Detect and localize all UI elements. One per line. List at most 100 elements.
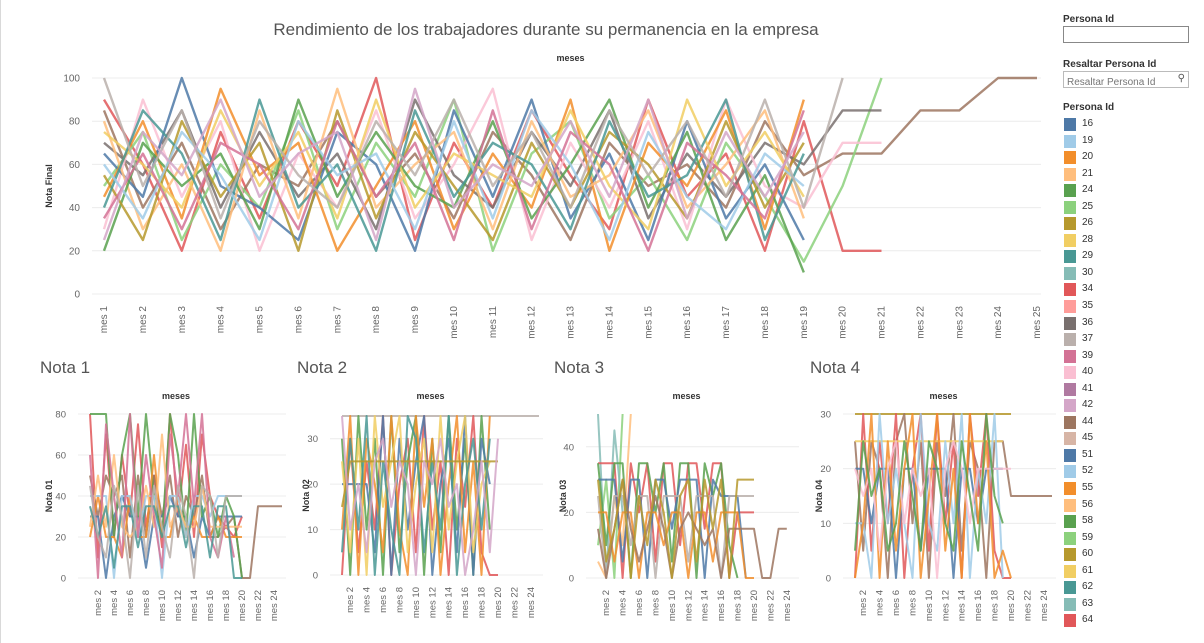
series-line: [341, 415, 491, 576]
legend-item[interactable]: 35: [1063, 299, 1204, 316]
x-tick-label: mes 22: [509, 587, 520, 618]
x-tick-label: mes 14: [700, 590, 711, 621]
y-tick-label: 40: [563, 442, 574, 453]
legend-swatch: [1064, 366, 1076, 380]
legend-swatch: [1064, 432, 1076, 446]
chart-nota-4: 0 10 20 30 meses Nota 04 mes 2 mes 4 mes 6 mes 8 m…: [814, 391, 1056, 621]
legend-item[interactable]: 40: [1063, 365, 1204, 382]
legend-swatch: [1064, 266, 1076, 280]
legend-label: 40: [1082, 366, 1094, 378]
legend-swatch: [1064, 184, 1076, 198]
legend-label: 25: [1082, 200, 1094, 212]
search-icon[interactable]: ⚲: [1177, 73, 1185, 84]
x-tick-label: mes 11: [488, 306, 499, 338]
legend-item[interactable]: 59: [1063, 531, 1204, 548]
x-tick-label: mes 6: [125, 590, 136, 616]
legend-label: 29: [1082, 250, 1094, 262]
legend-item[interactable]: 60: [1063, 547, 1204, 564]
chart-nota-1: 0 20 40 60 80 meses Nota 01 mes 2 mes 4 mes 6 mes …: [44, 391, 286, 621]
legend-item[interactable]: 16: [1063, 117, 1204, 134]
legend-label: 51: [1082, 448, 1094, 460]
legend-swatch: [1064, 250, 1076, 264]
legend-swatch: [1064, 581, 1076, 595]
series-line: [102, 87, 805, 252]
legend-item[interactable]: 29: [1063, 249, 1204, 266]
column-header: meses: [929, 391, 957, 401]
legend-item[interactable]: 25: [1063, 200, 1204, 217]
legend-label: 55: [1082, 482, 1094, 494]
legend-swatch: [1064, 597, 1076, 611]
y-tick-label: 0: [61, 574, 66, 585]
x-tick-label: mes 19: [799, 306, 810, 339]
legend-item[interactable]: 55: [1063, 481, 1204, 498]
section-title-nota-3: Nota 3: [554, 358, 605, 377]
x-tick-label: mes 2: [138, 306, 149, 334]
legend-item[interactable]: 34: [1063, 282, 1204, 299]
legend-item[interactable]: 21: [1063, 167, 1204, 184]
x-tick-label: mes 9: [410, 306, 421, 334]
legend-label: 62: [1082, 581, 1094, 593]
legend-item[interactable]: 56: [1063, 498, 1204, 515]
legend-label: 58: [1082, 515, 1094, 527]
legend-item[interactable]: 30: [1063, 266, 1204, 283]
x-tick-label: mes 16: [973, 590, 984, 621]
series-line: [341, 460, 498, 508]
legend-item[interactable]: 58: [1063, 514, 1204, 531]
persona-id-input[interactable]: [1063, 26, 1189, 43]
x-tick-label: mes 8: [141, 590, 152, 616]
legend-item[interactable]: 26: [1063, 216, 1204, 233]
legend-item[interactable]: 51: [1063, 448, 1204, 465]
x-tick-label: mes 20: [838, 306, 849, 339]
legend-label: 44: [1082, 415, 1094, 427]
series-line: [854, 413, 1004, 552]
legend-item[interactable]: 39: [1063, 349, 1204, 366]
legend-swatch: [1064, 134, 1076, 148]
legend-label: 63: [1082, 597, 1094, 609]
legend-item[interactable]: 28: [1063, 233, 1204, 250]
legend-item[interactable]: 44: [1063, 415, 1204, 432]
legend-item[interactable]: 37: [1063, 332, 1204, 349]
series-line: [102, 87, 882, 252]
series-line: [102, 77, 844, 220]
series-line: [102, 98, 805, 252]
legend-label: 56: [1082, 498, 1094, 510]
x-tick-label: mes 20: [237, 590, 248, 621]
legend-swatch: [1064, 498, 1076, 512]
y-axis-label: Nota Final: [44, 164, 54, 208]
legend-item[interactable]: 42: [1063, 398, 1204, 415]
legend-item[interactable]: 64: [1063, 613, 1204, 630]
legend-label: 39: [1082, 349, 1094, 361]
series-line: [341, 415, 491, 576]
legend-item[interactable]: 63: [1063, 597, 1204, 614]
series-line: [341, 415, 499, 576]
x-tick-label: mes 8: [907, 590, 918, 616]
legend-item[interactable]: 36: [1063, 316, 1204, 333]
highlight-search-box[interactable]: ⚲: [1063, 71, 1189, 90]
x-tick-label: mes 24: [993, 306, 1004, 339]
legend-item[interactable]: 52: [1063, 464, 1204, 481]
x-tick-label: mes 25: [1032, 306, 1043, 339]
legend-item[interactable]: 41: [1063, 382, 1204, 399]
legend-label: 41: [1082, 382, 1094, 394]
legend-swatch: [1064, 515, 1076, 529]
legend-item[interactable]: 19: [1063, 134, 1204, 151]
highlight-search-input[interactable]: [1064, 75, 1175, 90]
series-line: [597, 478, 754, 579]
x-tick-label: mes 20: [493, 587, 504, 618]
legend-label: 42: [1082, 399, 1094, 411]
x-tick-label: mes 8: [394, 587, 405, 613]
y-tick-label: 30: [307, 434, 318, 445]
legend-item[interactable]: 62: [1063, 580, 1204, 597]
legend-swatch: [1064, 151, 1076, 165]
legend-item[interactable]: 61: [1063, 564, 1204, 581]
legend-item[interactable]: 20: [1063, 150, 1204, 167]
x-tick-label: mes 7: [332, 306, 343, 334]
x-tick-label: mes 10: [411, 587, 422, 618]
y-tick-label: 20: [820, 464, 831, 475]
legend-label: 28: [1082, 233, 1094, 245]
legend-label: 36: [1082, 316, 1094, 328]
legend-item[interactable]: 24: [1063, 183, 1204, 200]
legend-swatch: [1064, 614, 1076, 628]
legend-item[interactable]: 45: [1063, 431, 1204, 448]
y-tick-label: 40: [55, 492, 66, 503]
